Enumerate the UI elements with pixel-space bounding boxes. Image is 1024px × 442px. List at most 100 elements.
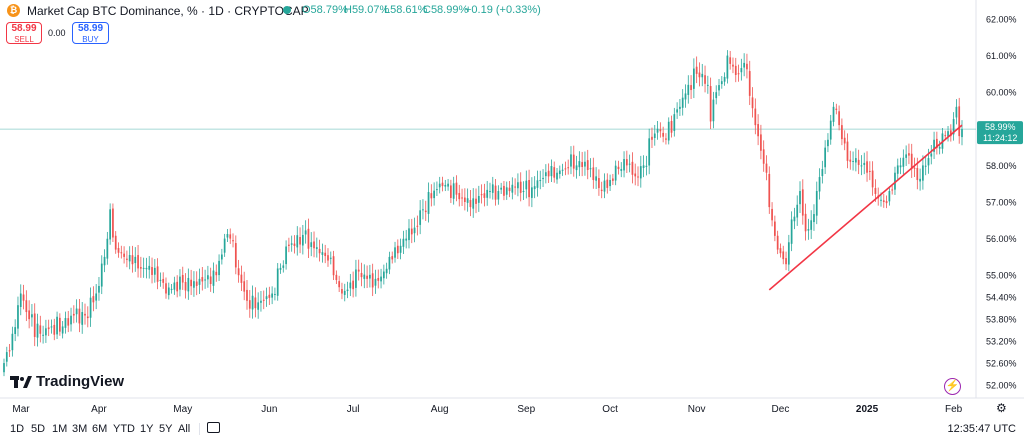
candle-body xyxy=(603,180,606,192)
candle-body xyxy=(927,158,930,166)
candle-body xyxy=(313,241,315,249)
candle-body xyxy=(112,208,114,238)
timeframe-3m[interactable]: 3M xyxy=(72,423,88,435)
symbol-title[interactable]: Market Cap BTC Dominance, % · 1D · CRYPT… xyxy=(27,4,309,18)
candle-body xyxy=(944,135,947,137)
candle-body xyxy=(799,191,801,205)
support-trendline[interactable] xyxy=(768,124,963,291)
y-tick-label: 56.00% xyxy=(986,234,1017,244)
candle-body xyxy=(793,216,796,222)
candle-body xyxy=(212,270,215,286)
candle-body xyxy=(913,167,916,169)
candle-body xyxy=(843,137,846,144)
candle-body xyxy=(290,243,293,245)
utc-clock[interactable]: 12:35:47 UTC xyxy=(947,423,1016,435)
candle-body xyxy=(301,234,304,246)
candle-body xyxy=(517,182,519,189)
x-tick-label: Apr xyxy=(91,404,107,415)
candle-body xyxy=(782,251,785,260)
candle-body xyxy=(343,290,346,295)
candle-body xyxy=(84,313,86,316)
candle-body xyxy=(933,139,935,152)
candle-body xyxy=(949,130,952,137)
candle-body xyxy=(215,271,218,276)
candle-body xyxy=(628,163,631,165)
candle-body xyxy=(704,75,706,84)
timeframe-6m[interactable]: 6M xyxy=(92,423,108,435)
timeframe-1d[interactable]: 1D xyxy=(10,423,25,435)
candle-body xyxy=(366,275,368,279)
candle-body xyxy=(31,314,33,318)
timeframe-1m[interactable]: 1M xyxy=(52,423,68,435)
candle-body xyxy=(584,161,586,167)
ohlc-change: +0.19 (+0.33%) xyxy=(465,4,541,16)
candle-body xyxy=(765,163,768,173)
candle-body xyxy=(209,276,212,284)
timeframe-all[interactable]: All xyxy=(178,423,191,435)
candle-body xyxy=(740,68,743,73)
candle-body xyxy=(494,185,497,200)
candle-body xyxy=(542,177,544,180)
candle-body xyxy=(564,168,567,170)
candle-body xyxy=(139,267,142,269)
candle-body xyxy=(662,132,665,137)
candle-body xyxy=(673,114,676,131)
candle-body xyxy=(329,257,332,259)
candle-body xyxy=(75,308,78,315)
timeframe-5d[interactable]: 5D xyxy=(31,423,46,435)
candle-body xyxy=(726,55,729,79)
buy-button[interactable]: 58.99 BUY xyxy=(72,22,109,44)
candle-body xyxy=(416,225,419,227)
candle-body xyxy=(293,243,296,246)
candle-body xyxy=(198,278,201,285)
timeframe-ytd[interactable]: YTD xyxy=(113,423,135,435)
candle-body xyxy=(916,167,919,181)
buy-label: BUY xyxy=(82,35,99,44)
candle-body xyxy=(656,128,659,133)
candle-body xyxy=(17,305,19,329)
timeframe-5y[interactable]: 5Y xyxy=(159,423,173,435)
candle-body xyxy=(388,256,391,270)
tradingview-logo[interactable]: TradingView xyxy=(10,373,124,390)
bitcoin-icon: ₿ xyxy=(7,4,20,17)
candle-body xyxy=(377,277,380,281)
candle-body xyxy=(151,267,153,275)
candle-body xyxy=(550,166,553,177)
candle-body xyxy=(137,255,139,269)
sell-button[interactable]: 58.99 SELL xyxy=(6,22,42,44)
date-range-icon[interactable] xyxy=(207,422,220,433)
candle-body xyxy=(229,234,232,239)
candle-body xyxy=(801,189,804,216)
candle-body xyxy=(357,269,360,272)
tradingview-wordmark: TradingView xyxy=(36,373,125,390)
candle-body xyxy=(558,170,561,175)
candle-body xyxy=(645,165,648,167)
x-tick-label: 2025 xyxy=(856,404,879,415)
candle-body xyxy=(796,204,799,218)
candle-body xyxy=(332,256,335,276)
candle-body xyxy=(544,172,547,177)
candle-body xyxy=(882,200,885,202)
candle-body xyxy=(89,297,92,318)
candle-body xyxy=(246,289,248,301)
timeframe-1y[interactable]: 1Y xyxy=(140,423,154,435)
candle-body xyxy=(600,189,603,192)
candle-body xyxy=(748,71,751,96)
lightning-icon[interactable]: ⚡ xyxy=(944,378,961,395)
candle-body xyxy=(162,278,165,283)
candle-body xyxy=(288,244,290,246)
candle-body xyxy=(447,183,449,187)
candle-body xyxy=(260,300,262,303)
gear-icon[interactable]: ⚙ xyxy=(996,401,1007,415)
y-tick-label: 52.60% xyxy=(986,359,1017,369)
candle-body xyxy=(410,228,413,235)
candle-body xyxy=(282,265,285,268)
candle-body xyxy=(815,191,818,216)
candle-body xyxy=(567,167,570,169)
candle-body xyxy=(695,66,698,74)
candle-body xyxy=(360,272,363,278)
candle-body xyxy=(779,248,782,254)
candle-body xyxy=(173,282,176,290)
